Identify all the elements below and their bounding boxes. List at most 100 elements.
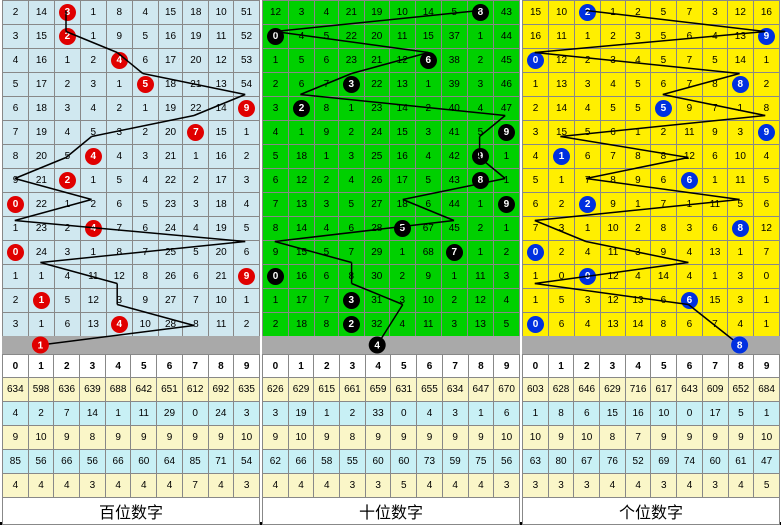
- grid-cell: 3: [702, 1, 727, 25]
- grid-cell: 3: [338, 289, 364, 313]
- grid-cell: 23: [364, 97, 389, 121]
- grid-cell: 7: [338, 241, 364, 265]
- grid-cell: 8: [601, 169, 626, 193]
- grid-cell: 21: [364, 49, 389, 73]
- grid-cell: 11: [601, 241, 626, 265]
- grid-cell: 1: [493, 217, 519, 241]
- grid-row: 21882324113135: [263, 313, 520, 337]
- ball: 9: [758, 28, 775, 45]
- grid-cell: 1: [234, 289, 260, 313]
- grid-cell: 15: [415, 25, 441, 49]
- stats-cell: 47: [754, 450, 780, 474]
- stats-cell: 655: [417, 378, 443, 402]
- stats-cell: 670: [494, 378, 520, 402]
- grid-cell: 24: [364, 121, 389, 145]
- stats-row: 63806776526974606147: [523, 450, 780, 474]
- stats-cell: 629: [600, 378, 626, 402]
- grid-row: 81446285674521: [263, 217, 520, 241]
- grid-cell: 4: [54, 265, 80, 289]
- grid-row: 024113941317: [523, 241, 780, 265]
- stats-cell: 6: [574, 402, 600, 426]
- grid-cell: 1: [493, 145, 519, 169]
- grid-cell: 4: [493, 289, 519, 313]
- grid-cell: 11: [702, 193, 727, 217]
- grid-cell: 2: [467, 217, 493, 241]
- grid-cell: 6: [289, 73, 315, 97]
- grid-row: 15102125731216: [523, 1, 780, 25]
- stats-cell: 609: [702, 378, 728, 402]
- grid-cell: 18: [28, 97, 54, 121]
- grid-cell: 14: [209, 97, 234, 121]
- stats-cell: 61: [728, 450, 754, 474]
- grid-cell: 3: [727, 265, 753, 289]
- grid-cell: 9: [234, 265, 260, 289]
- gap: [262, 336, 520, 354]
- stats-row: 3334434345: [523, 474, 780, 498]
- stats-cell: 10: [574, 426, 600, 450]
- grid-cell: 5: [234, 217, 260, 241]
- grid-cell: 5: [727, 193, 753, 217]
- grid-cell: 13: [80, 313, 106, 337]
- stats-cell: 66: [54, 450, 80, 474]
- grid-cell: 4: [315, 1, 339, 25]
- grid-cell: 8: [183, 313, 209, 337]
- stats-row: 1091087999910: [523, 426, 780, 450]
- grid-cell: 6: [3, 97, 29, 121]
- grid-cell: 14: [28, 1, 54, 25]
- ball: 0: [267, 28, 284, 45]
- stats-cell: 8: [340, 426, 366, 450]
- grid-cell: 21: [338, 1, 364, 25]
- digit-header-cell: 2: [54, 355, 80, 378]
- grid-cell: 12: [106, 265, 132, 289]
- grid-cell: 6: [676, 25, 702, 49]
- stats-cell: 4: [157, 474, 183, 498]
- grid-cell: 8: [315, 313, 339, 337]
- grid-cell: 8: [626, 145, 651, 169]
- grid-cell: 8: [650, 145, 676, 169]
- stats-cell: 4: [314, 474, 340, 498]
- grid-row: 156232112638245: [263, 49, 520, 73]
- grid-row: 064131486741: [523, 313, 780, 337]
- stats-cell: 3: [442, 402, 468, 426]
- grid-row: 31613410288112: [3, 313, 260, 337]
- stats-cell: 0: [391, 402, 417, 426]
- stats-cell: 58: [314, 450, 340, 474]
- panel-title: 十位数字: [263, 498, 520, 525]
- grid-cell: 29: [364, 241, 389, 265]
- grid-cell: 12: [676, 145, 702, 169]
- grid-cell: 2: [575, 1, 601, 25]
- grid-cell: 4: [702, 25, 727, 49]
- grid-cell: 0: [753, 265, 779, 289]
- stats-cell: 9: [442, 426, 468, 450]
- ball: 8: [472, 4, 489, 21]
- grid-cell: 7: [183, 121, 209, 145]
- grid-cell: 5: [650, 25, 676, 49]
- stats-row: 42714111290243: [3, 402, 260, 426]
- stats-cell: 67: [574, 450, 600, 474]
- grid-cell: 3: [415, 121, 441, 145]
- grid-cell: 8: [106, 241, 132, 265]
- grid-cell: 1: [132, 97, 158, 121]
- grid-cell: 4: [315, 217, 339, 241]
- digit-header-cell: 0: [3, 355, 29, 378]
- ball: 4: [111, 52, 128, 69]
- grid-cell: 8: [338, 265, 364, 289]
- grid-cell: 5: [183, 241, 209, 265]
- grid-cell: 2: [80, 193, 106, 217]
- grid-cell: 23: [158, 193, 183, 217]
- grid-cell: 54: [234, 73, 260, 97]
- grid-tens: 1234211910145843045222011153714415623211…: [262, 0, 520, 385]
- grid-row: 1234211910145843: [263, 1, 520, 25]
- grid-cell: 53: [234, 49, 260, 73]
- grid-cell: 13: [727, 25, 753, 49]
- grid-cell: 17: [389, 169, 415, 193]
- stats-cell: 3: [574, 474, 600, 498]
- grid-cell: 4: [601, 73, 626, 97]
- grid-row: 012234575141: [523, 49, 780, 73]
- grid-cell: 1: [467, 193, 493, 217]
- grid-cell: 0: [523, 241, 549, 265]
- stats-cell: 651: [157, 378, 183, 402]
- grid-cell: 9: [263, 241, 289, 265]
- stats-cell: 85: [3, 450, 29, 474]
- stats-cell: 4: [677, 474, 703, 498]
